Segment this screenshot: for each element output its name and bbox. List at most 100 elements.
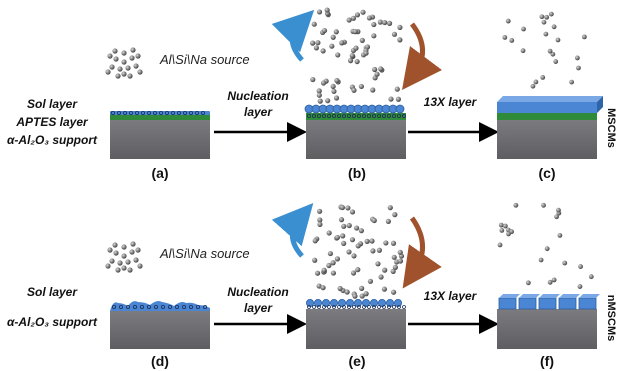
sol-dot [331,114,336,119]
particle [349,237,356,243]
particle [330,34,336,40]
sol-dot [376,114,381,119]
particle [498,222,504,228]
sol-dot [336,114,341,119]
particle [359,293,365,299]
source-particle [127,73,133,79]
sol-dot [362,305,366,309]
panel-label-a: (a) [151,165,168,181]
particle [358,83,365,90]
sol-dot [347,305,351,309]
source-particle [112,242,118,248]
nucleation-crystal [385,298,394,307]
source-particle [121,253,127,259]
particle [371,21,377,28]
particle [310,40,316,46]
sol-dot [160,304,165,309]
source-particle [112,48,118,54]
particle [397,258,404,264]
sol-dot [167,304,172,309]
particle [350,270,357,276]
substrate-d [110,301,210,349]
particle [547,279,553,285]
sol-dot [316,114,321,119]
particle [576,65,581,71]
zeolite-crystal [558,297,577,310]
bottom-row: Al\Si\Na source Sol layer α-Al₂O₃ suppor… [7,202,617,369]
source-particle [133,257,139,263]
nucleation-crystal [393,298,402,307]
particle [355,243,361,249]
particle [388,96,394,102]
x13-label-bottom: 13X layer [424,289,478,303]
source-particle [121,59,127,65]
particle [340,233,346,239]
particle [506,231,511,237]
sol-dot [337,305,341,309]
particle [551,277,557,283]
sol-dot [306,114,311,119]
particle [353,45,359,51]
panel-label-e: (e) [348,353,365,369]
particle [392,264,398,270]
panel-label-c: (c) [538,165,555,181]
sol-dot [123,111,128,116]
source-particle [105,263,111,269]
sol-dot [397,305,401,309]
source-particle [109,258,115,264]
particle [383,240,389,246]
source-particle [115,73,121,79]
particle [553,59,559,64]
particle [371,33,377,39]
sol-dot [341,114,346,119]
particle [375,261,381,267]
particle [315,40,321,46]
nucleation-crystal [329,298,338,307]
particle [331,88,337,94]
particle [310,76,316,83]
particle [311,21,317,27]
sol-dot [112,304,117,309]
source-particle [105,69,111,75]
particle-cloud-e [312,204,405,299]
particle [338,217,345,223]
sol-dot [170,111,175,116]
zeolite-crystal-top [559,294,580,298]
particle [377,19,383,25]
sol-dot [195,304,200,309]
source-particle [117,260,123,266]
zeolite-crystal-top [519,294,540,298]
top-row: Al\Si\Na source Sol layer APTES layer α-… [7,7,617,181]
nucleation-label-bottom-2: layer [244,301,273,315]
particle [344,289,350,295]
source-particle [107,247,113,253]
nucleation-crystal [337,298,346,307]
particle [333,95,340,101]
panel-label-d: (d) [151,353,169,369]
substrate-a [110,111,210,159]
side-label-nmscms: nMSCMs [605,295,617,341]
particle [367,278,374,284]
particle [330,270,337,276]
zeolite-crystal [538,297,557,310]
particle [366,15,373,21]
sol-dot [317,305,321,309]
particle [321,27,328,34]
sol-dot [322,305,326,309]
particle [391,254,397,260]
sol-dot [381,114,386,119]
particle [556,207,561,213]
particle [499,228,505,233]
particle [337,285,343,292]
particle [339,40,345,46]
source-particle [107,53,113,59]
particle [320,48,326,54]
particle [360,9,366,15]
particle [320,80,327,86]
sol-dot [128,111,133,116]
sol-dot [182,111,187,116]
particle [390,268,396,275]
source-particle [121,50,127,56]
particle [387,205,393,211]
recycle-arrow-right-bottom [402,216,442,289]
